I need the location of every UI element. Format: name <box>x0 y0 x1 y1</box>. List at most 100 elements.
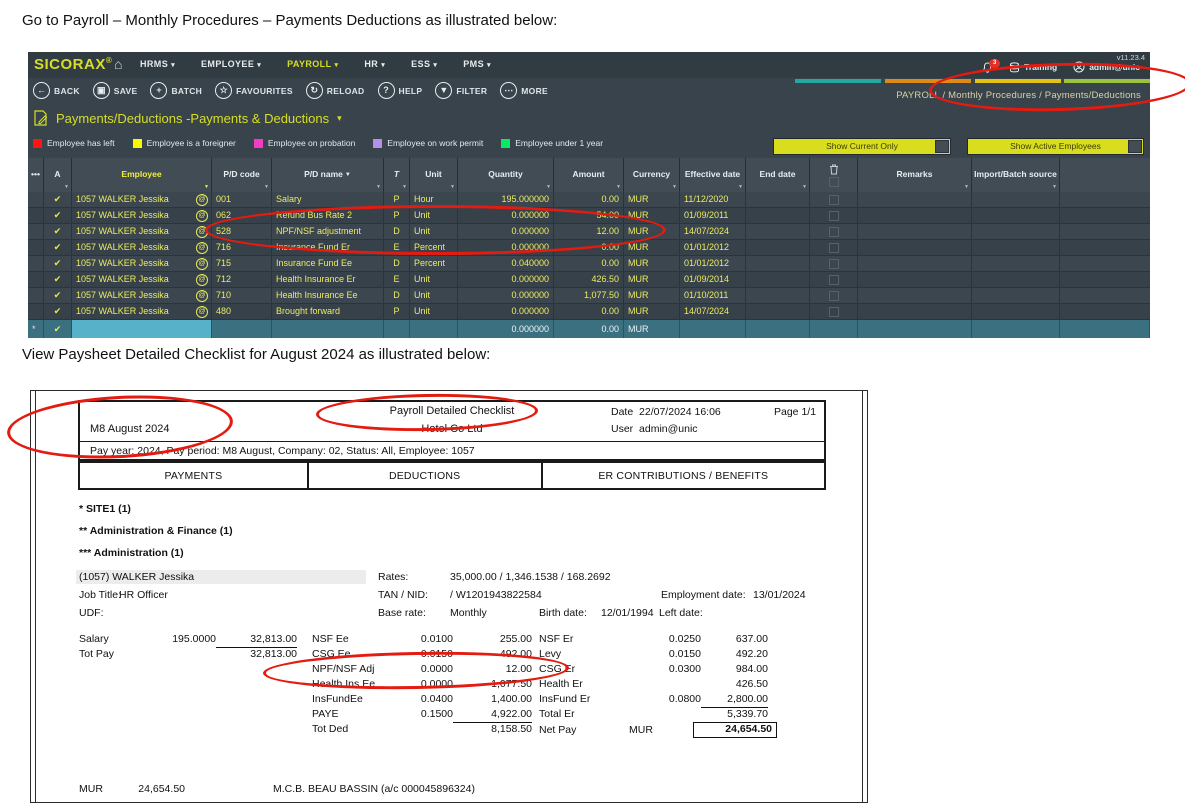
nav-menu-item[interactable]: PAYROLL ▾ <box>287 59 339 69</box>
nav-menu-item[interactable]: HR ▾ <box>364 59 386 69</box>
report-amount-line: NSF Ee 0.0100 255.00 <box>312 633 532 648</box>
table-row[interactable]: ✔ 1057 WALKER Jessika @ 716 Insurance Fun… <box>28 240 1150 256</box>
filler-cell <box>1060 256 1150 271</box>
delete-checkbox[interactable] <box>828 258 839 269</box>
column-header-amount[interactable]: Amount ▼ <box>554 158 624 192</box>
end-date-cell <box>746 208 810 223</box>
report-amount-line: InsFundEe 0.0400 1,400.00 <box>312 693 532 708</box>
section-payments: PAYMENTS <box>80 463 309 488</box>
nav-menu-item[interactable]: EMPLOYEE ▾ <box>201 59 262 69</box>
bank-line: MUR 24,654.50 M.C.B. BEAU BASSIN (a/c 00… <box>79 783 475 795</box>
toolbar-button[interactable]: ← BACK <box>33 82 80 99</box>
report-group-heading: *** Administration (1) <box>79 547 184 559</box>
table-row[interactable]: ✔ 1057 WALKER Jessika @ 001 Salary P Hour… <box>28 192 1150 208</box>
toolbar-button[interactable]: ▣ SAVE <box>92 82 138 99</box>
legend-color-swatch <box>501 138 511 148</box>
row-checked-icon[interactable]: ✔ <box>53 210 62 220</box>
column-header-quantity[interactable]: Quantity ▼ <box>458 158 554 192</box>
column-header-employee[interactable]: Employee ▼ <box>72 158 212 192</box>
at-icon[interactable]: @ <box>196 258 208 270</box>
delete-checkbox[interactable] <box>828 274 839 285</box>
delete-checkbox[interactable] <box>828 242 839 253</box>
column-header-effective-date[interactable]: Effective date ▼ <box>680 158 746 192</box>
toolbar-button[interactable]: ▼ FILTER <box>435 82 487 99</box>
table-row[interactable]: ✔ 1057 WALKER Jessika @ 710 Health Insura… <box>28 288 1150 304</box>
toolbar-button[interactable]: ? HELP <box>377 82 423 99</box>
filter-icon: ▼ <box>64 183 69 190</box>
row-checked-icon[interactable]: ✔ <box>53 324 62 334</box>
new-row-employee-cell[interactable] <box>72 320 212 338</box>
delete-checkbox[interactable] <box>828 194 839 205</box>
filler-cell <box>1060 208 1150 223</box>
pd-code-cell: 715 <box>212 256 272 271</box>
toolbar-button[interactable]: ☆ FAVOURITES <box>215 82 293 99</box>
pd-code-cell: 480 <box>212 304 272 319</box>
toolbar-button[interactable]: ↻ RELOAD <box>305 82 365 99</box>
home-icon[interactable]: ⌂ <box>114 56 123 72</box>
at-icon[interactable]: @ <box>196 274 208 286</box>
delete-checkbox[interactable] <box>828 210 839 221</box>
row-checked-icon[interactable]: ✔ <box>53 306 62 316</box>
select-all-checkbox[interactable] <box>828 176 839 187</box>
column-header-unit[interactable]: Unit ▼ <box>410 158 458 192</box>
column-header-import-source[interactable]: Import/Batch source ▼ <box>972 158 1060 192</box>
at-icon[interactable]: @ <box>196 210 208 222</box>
payments-deductions-grid: ••• A ▼ Employee ▼ P/D code ▼ P/D name ▼ ▼ T ▼… <box>28 158 1150 338</box>
delete-checkbox[interactable] <box>828 306 839 317</box>
column-header-remarks[interactable]: Remarks ▼ <box>858 158 972 192</box>
remarks-cell <box>858 224 972 239</box>
notifications-button[interactable]: 3 <box>982 58 1001 73</box>
at-icon[interactable]: @ <box>196 194 208 206</box>
report-amount-line: Health Ins Ee 0.0000 1,077.50 <box>312 678 532 693</box>
toolbar-button[interactable]: + BATCH <box>150 82 202 99</box>
line-amount: 32,813.00 <box>216 633 297 648</box>
base-rate-value: Monthly <box>450 607 487 619</box>
report-amount-line: Health Er 426.50 <box>539 678 768 693</box>
line-rate: 0.0800 <box>668 693 701 705</box>
row-checked-icon[interactable]: ✔ <box>53 290 62 300</box>
table-row[interactable]: ✔ 1057 WALKER Jessika @ 062 Refund Bus Ra… <box>28 208 1150 224</box>
delete-checkbox[interactable] <box>828 226 839 237</box>
grid-new-row[interactable]: * ✔ 0.000000 0.00 MUR <box>28 320 1150 338</box>
at-icon[interactable]: @ <box>196 306 208 318</box>
row-checked-icon[interactable]: ✔ <box>53 242 62 252</box>
user-menu[interactable]: admin@unic <box>1073 61 1140 73</box>
at-icon[interactable]: @ <box>196 226 208 238</box>
column-header-delete[interactable] <box>810 158 858 192</box>
table-row[interactable]: ✔ 1057 WALKER Jessika @ 480 Brought forwa… <box>28 304 1150 320</box>
table-row[interactable]: ✔ 1057 WALKER Jessika @ 715 Insurance Fun… <box>28 256 1150 272</box>
row-checked-icon[interactable]: ✔ <box>53 226 62 236</box>
row-checked-icon[interactable]: ✔ <box>53 194 62 204</box>
report-page-number: Page 1/1 <box>774 406 817 418</box>
column-header-type[interactable]: T ▼ <box>384 158 410 192</box>
table-row[interactable]: ✔ 1057 WALKER Jessika @ 528 NPF/NSF adjus… <box>28 224 1150 240</box>
column-header-pd-name[interactable]: P/D name ▼ ▼ <box>272 158 384 192</box>
line-rate <box>629 678 701 693</box>
toolbar-button[interactable]: ⋯ MORE <box>500 82 548 99</box>
at-icon[interactable]: @ <box>196 242 208 254</box>
column-header-menu[interactable]: ••• <box>28 158 44 192</box>
show-active-employees-toggle[interactable]: Show Active Employees <box>967 138 1144 155</box>
chevron-down-icon[interactable]: ▾ <box>337 112 342 123</box>
table-row[interactable]: ✔ 1057 WALKER Jessika @ 712 Health Insura… <box>28 272 1150 288</box>
breadcrumb[interactable]: PAYROLL / Monthly Procedures / Payments/… <box>896 90 1141 101</box>
legend-color-swatch <box>33 138 42 148</box>
at-icon[interactable]: @ <box>196 290 208 302</box>
footer-bank: M.C.B. BEAU BASSIN (a/c 000045896324) <box>273 783 475 795</box>
line-amount: 12.00 <box>505 663 532 675</box>
column-header-currency[interactable]: Currency ▼ <box>624 158 680 192</box>
delete-checkbox[interactable] <box>828 290 839 301</box>
legend-item: Employee is a foreigner <box>132 138 236 148</box>
line-label: NSF Ee <box>312 633 349 645</box>
nav-menu-item[interactable]: PMS ▾ <box>463 59 491 69</box>
chevron-down-icon: ▾ <box>257 62 262 69</box>
nav-menu-item[interactable]: ESS ▾ <box>411 59 438 69</box>
show-current-only-toggle[interactable]: Show Current Only <box>773 138 951 155</box>
column-header-end-date[interactable]: End date ▼ <box>746 158 810 192</box>
column-header-pd-code[interactable]: P/D code ▼ <box>212 158 272 192</box>
row-checked-icon[interactable]: ✔ <box>53 258 62 268</box>
column-header-active[interactable]: A ▼ <box>44 158 72 192</box>
nav-menu-item[interactable]: HRMS ▾ <box>140 59 176 69</box>
environment-button[interactable]: Training <box>1009 61 1057 73</box>
row-checked-icon[interactable]: ✔ <box>53 274 62 284</box>
